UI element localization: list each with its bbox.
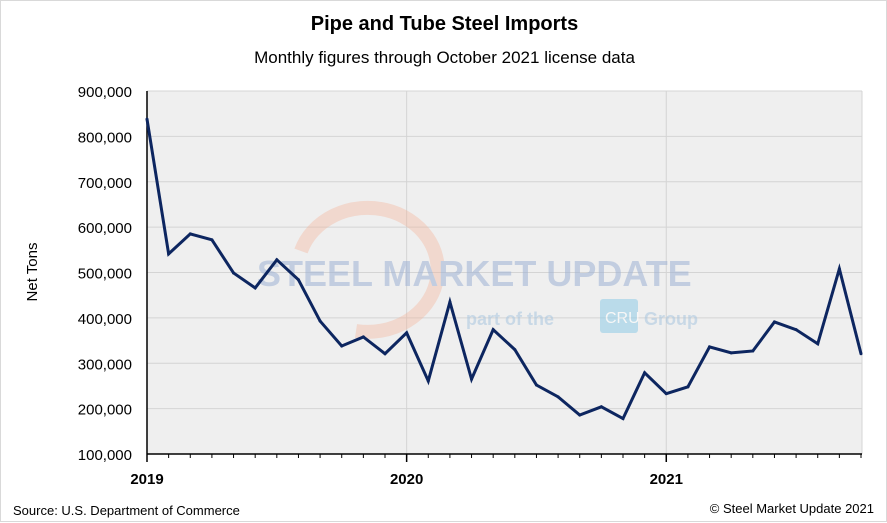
y-tick-label: 100,000: [78, 447, 132, 464]
data-point: [599, 405, 603, 409]
y-tick-label: 500,000: [78, 266, 132, 283]
data-point: [188, 232, 192, 236]
watermark-tagline-post: Group: [644, 309, 698, 329]
x-tick-label: 2021: [650, 471, 683, 488]
data-point: [383, 352, 387, 356]
data-point: [816, 342, 820, 346]
data-point: [296, 278, 300, 282]
chart-subtitle: Monthly figures through October 2021 lic…: [254, 48, 635, 67]
data-point: [686, 385, 690, 389]
y-tick-label: 700,000: [78, 175, 132, 192]
watermark-tagline-logo: CRU: [605, 310, 640, 327]
watermark-tagline-pre: part of the: [466, 309, 554, 329]
x-tick-label: 2019: [130, 471, 163, 488]
data-point: [470, 377, 474, 381]
data-point: [621, 417, 625, 421]
data-point: [167, 252, 171, 256]
y-tick-label: 400,000: [78, 311, 132, 328]
data-point: [275, 258, 279, 262]
data-point: [513, 348, 517, 352]
data-point: [578, 413, 582, 417]
data-point: [664, 392, 668, 396]
data-point: [426, 379, 430, 383]
copyright-note: © Steel Market Update 2021: [709, 501, 874, 516]
data-point: [253, 286, 257, 290]
y-tick-label: 800,000: [78, 129, 132, 146]
data-point: [361, 335, 365, 339]
cru-logo: [600, 299, 638, 333]
data-point: [772, 320, 776, 324]
y-tick-label: 200,000: [78, 402, 132, 419]
y-axis-label: Net Tons: [24, 243, 41, 302]
data-point: [534, 383, 538, 387]
data-point: [491, 328, 495, 332]
x-tick-label: 2020: [390, 471, 423, 488]
y-tick-label: 300,000: [78, 356, 132, 373]
source-note: Source: U.S. Department of Commerce: [13, 503, 240, 518]
data-point: [232, 271, 236, 275]
data-point: [729, 351, 733, 355]
data-point: [643, 371, 647, 375]
data-point: [145, 117, 149, 121]
data-point: [405, 331, 409, 335]
y-tick-label: 900,000: [78, 84, 132, 101]
data-point: [340, 344, 344, 348]
data-point: [794, 328, 798, 332]
watermark-swoosh: [294, 200, 445, 339]
data-point: [751, 349, 755, 353]
watermark: STEEL MARKET UPDATE part of the CRU Grou…: [257, 200, 698, 339]
y-tick-label: 600,000: [78, 220, 132, 237]
data-point: [318, 319, 322, 323]
data-point: [210, 238, 214, 242]
data-point: [448, 300, 452, 304]
chart-title: Pipe and Tube Steel Imports: [310, 13, 579, 35]
watermark-brand: STEEL MARKET UPDATE: [257, 253, 692, 294]
series-line: [145, 118, 863, 421]
data-point: [837, 267, 841, 271]
data-point: [556, 395, 560, 399]
data-point: [708, 345, 712, 349]
data-point: [859, 352, 863, 356]
